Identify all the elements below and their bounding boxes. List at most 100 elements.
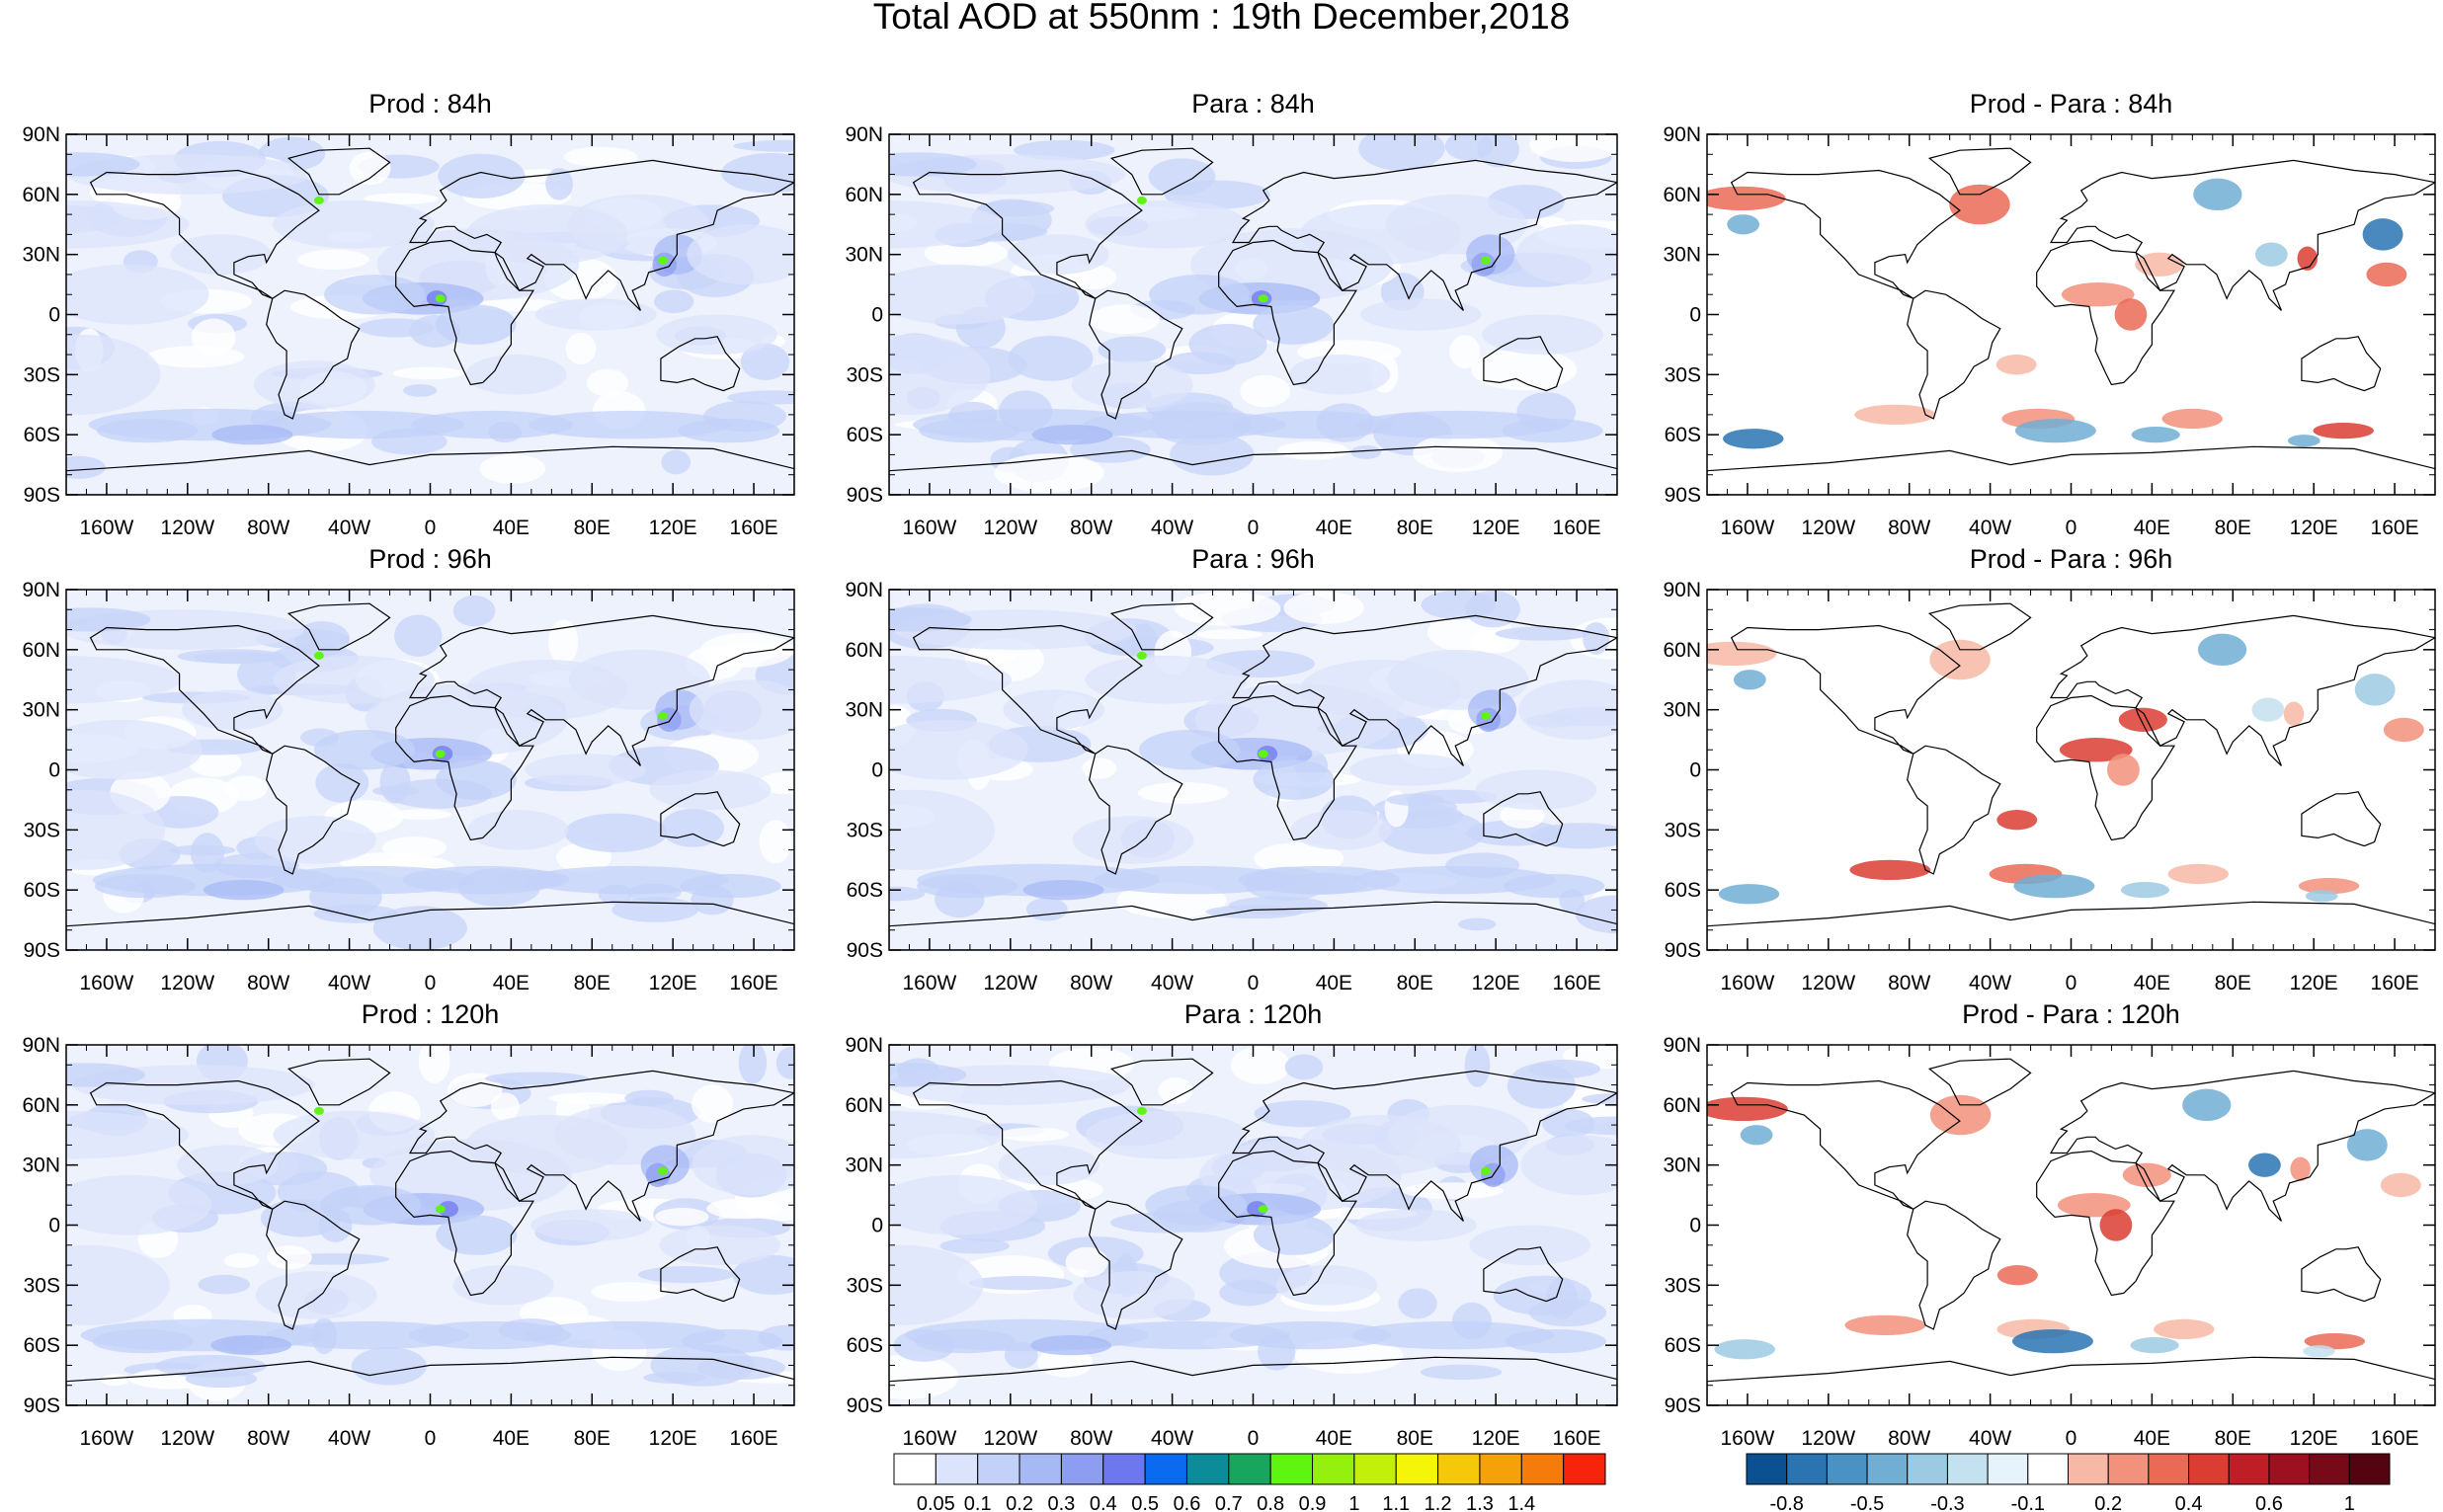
coastline	[2049, 159, 2435, 311]
diff-field-patch	[2304, 1333, 2366, 1350]
diff-field-patch	[2167, 863, 2229, 885]
aod-field-patch	[545, 168, 573, 200]
aod-field-patch	[680, 873, 781, 899]
aod-field-patch	[889, 264, 1035, 325]
coastline	[1231, 1070, 1617, 1222]
diff-field-patch	[2303, 1345, 2335, 1358]
lon-tick-label: 0	[425, 517, 437, 539]
coastline	[1483, 791, 1564, 847]
lat-tick-label: 90N	[1663, 579, 1701, 601]
coastline	[66, 1356, 794, 1405]
aod-field-patch	[1098, 336, 1167, 363]
aod-field-patch	[998, 1145, 1099, 1185]
lat-tick-label: 0	[1689, 759, 1701, 782]
aod-field-patch	[66, 264, 209, 325]
aod-hotspot	[1480, 711, 1491, 720]
aod-field-patch	[1003, 689, 1104, 730]
aod-field-patch	[372, 906, 467, 950]
colorbar-label: 1.2	[1425, 1493, 1452, 1512]
aod-field-patch	[1148, 158, 1216, 196]
aod-field-patch	[1008, 336, 1094, 381]
lon-tick-label: 0	[1248, 972, 1260, 995]
coastline	[1231, 614, 1617, 766]
aod-field-patch	[535, 298, 657, 331]
coastline	[89, 624, 320, 755]
lat-tick-label: 60S	[847, 879, 883, 902]
colorbar-swatch	[2188, 1453, 2230, 1485]
coastline	[1907, 289, 2001, 420]
aod-field-patch	[92, 1328, 194, 1354]
aod-field-patch	[1219, 1279, 1277, 1307]
aod-hotspot	[1136, 1106, 1147, 1115]
colorbar-label: 0.05	[917, 1493, 955, 1512]
aod-field-patch	[255, 1271, 377, 1319]
lat-tick-label: 60N	[22, 639, 60, 662]
lon-tick-label: 120W	[1801, 517, 1855, 539]
coastline	[408, 614, 794, 766]
colorbar-label: 0.5	[1131, 1493, 1159, 1512]
diff-field-patch	[2297, 246, 2318, 271]
aod-field-patch	[1351, 1320, 1555, 1350]
lat-tick-label: 30N	[845, 244, 883, 267]
lon-tick-label: 160W	[903, 972, 957, 995]
lat-tick-label: 30N	[1663, 699, 1701, 722]
aod-field-patch	[1520, 1135, 1617, 1196]
coastline	[660, 791, 741, 847]
colorbar-label: -0.3	[1930, 1493, 1964, 1512]
aod-field-patch	[1471, 252, 1497, 277]
coastline	[912, 169, 1143, 299]
aod-field-patch	[402, 865, 564, 895]
coastline	[1707, 901, 2435, 950]
colorbar-label: 0.1	[964, 1493, 992, 1512]
colorbar-label: 1.3	[1466, 1493, 1494, 1512]
coastline	[1089, 1200, 1183, 1330]
aod-field-patch	[692, 1084, 733, 1123]
colorbar-swatch	[2268, 1453, 2311, 1485]
diff-field-patch	[1995, 355, 2037, 375]
lon-tick-label: 160E	[730, 972, 778, 995]
colorbar-label: -0.1	[2011, 1493, 2045, 1512]
aod-field-patch	[1469, 1225, 1591, 1266]
aod-field-patch	[889, 655, 1013, 704]
aod-field-patch	[436, 1215, 518, 1255]
lon-tick-label: 40W	[1151, 517, 1193, 539]
aod-field-patch	[1465, 590, 1520, 628]
lon-tick-label: 120E	[2290, 517, 2338, 539]
diff-field-patch	[2154, 1318, 2215, 1340]
aod-field-patch	[253, 360, 375, 409]
aod-field-patch	[1030, 1335, 1112, 1356]
lon-tick-label: 40W	[1151, 972, 1193, 995]
aod-field-patch	[101, 1374, 129, 1387]
lat-tick-label: 0	[48, 304, 60, 327]
lat-tick-label: 30S	[847, 363, 883, 386]
aod-field-patch	[66, 789, 166, 870]
diff-field-patch	[1707, 641, 1777, 667]
aod-hotspot	[1136, 651, 1147, 660]
coastline	[2301, 336, 2382, 392]
colorbar-label: 0.6	[2255, 1493, 2283, 1512]
diff-field-patch	[2107, 754, 2140, 786]
aod-field-patch	[66, 455, 106, 479]
lon-tick-label: 0	[425, 1427, 437, 1450]
aod-field-patch	[1170, 433, 1255, 476]
aod-field-patch	[1149, 274, 1251, 315]
aod-hotspot	[435, 294, 446, 303]
aod-field-patch	[191, 318, 236, 357]
colorbar-label: 1.1	[1382, 1493, 1410, 1512]
colorbar-swatch	[1185, 1453, 1230, 1485]
lat-tick-label: 90N	[845, 1034, 883, 1057]
aod-field-patch	[524, 1320, 727, 1350]
aod-field-patch	[1528, 1060, 1600, 1078]
diff-field-patch	[2283, 701, 2305, 726]
aod-field-patch	[465, 355, 567, 395]
lon-tick-label: 120E	[1472, 972, 1520, 995]
panel-title: Prod : 120h	[361, 999, 500, 1029]
lat-tick-label: 30N	[845, 1154, 883, 1177]
diff-field-patch	[2014, 418, 2096, 443]
aod-field-patch	[1464, 1045, 1491, 1087]
aod-field-patch	[1349, 754, 1472, 786]
aod-hotspot	[1258, 1205, 1268, 1214]
coastline	[266, 745, 361, 875]
diff-field-patch	[1740, 1125, 1773, 1146]
aod-field-patch	[1542, 1108, 1595, 1139]
